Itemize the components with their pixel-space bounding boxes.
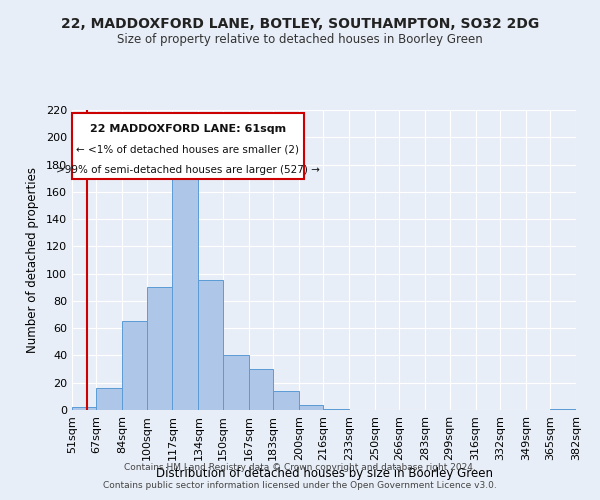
Bar: [550, 408, 576, 410]
Bar: [97, 388, 122, 410]
Bar: [122, 322, 146, 410]
Bar: [273, 391, 299, 410]
Text: ← <1% of detached houses are smaller (2): ← <1% of detached houses are smaller (2): [76, 144, 299, 154]
Bar: [172, 164, 199, 410]
Bar: [72, 408, 97, 410]
Text: Contains public sector information licensed under the Open Government Licence v3: Contains public sector information licen…: [103, 481, 497, 490]
Bar: [146, 288, 172, 410]
Bar: [199, 280, 223, 410]
Bar: [223, 356, 248, 410]
Bar: [248, 369, 273, 410]
Bar: [299, 404, 323, 410]
Text: 22 MADDOXFORD LANE: 61sqm: 22 MADDOXFORD LANE: 61sqm: [90, 124, 286, 134]
FancyBboxPatch shape: [72, 113, 304, 179]
Bar: [323, 408, 349, 410]
Text: 22, MADDOXFORD LANE, BOTLEY, SOUTHAMPTON, SO32 2DG: 22, MADDOXFORD LANE, BOTLEY, SOUTHAMPTON…: [61, 18, 539, 32]
Y-axis label: Number of detached properties: Number of detached properties: [26, 167, 39, 353]
X-axis label: Distribution of detached houses by size in Boorley Green: Distribution of detached houses by size …: [155, 467, 493, 480]
Text: >99% of semi-detached houses are larger (527) →: >99% of semi-detached houses are larger …: [56, 165, 320, 175]
Text: Size of property relative to detached houses in Boorley Green: Size of property relative to detached ho…: [117, 32, 483, 46]
Text: Contains HM Land Registry data © Crown copyright and database right 2024.: Contains HM Land Registry data © Crown c…: [124, 464, 476, 472]
